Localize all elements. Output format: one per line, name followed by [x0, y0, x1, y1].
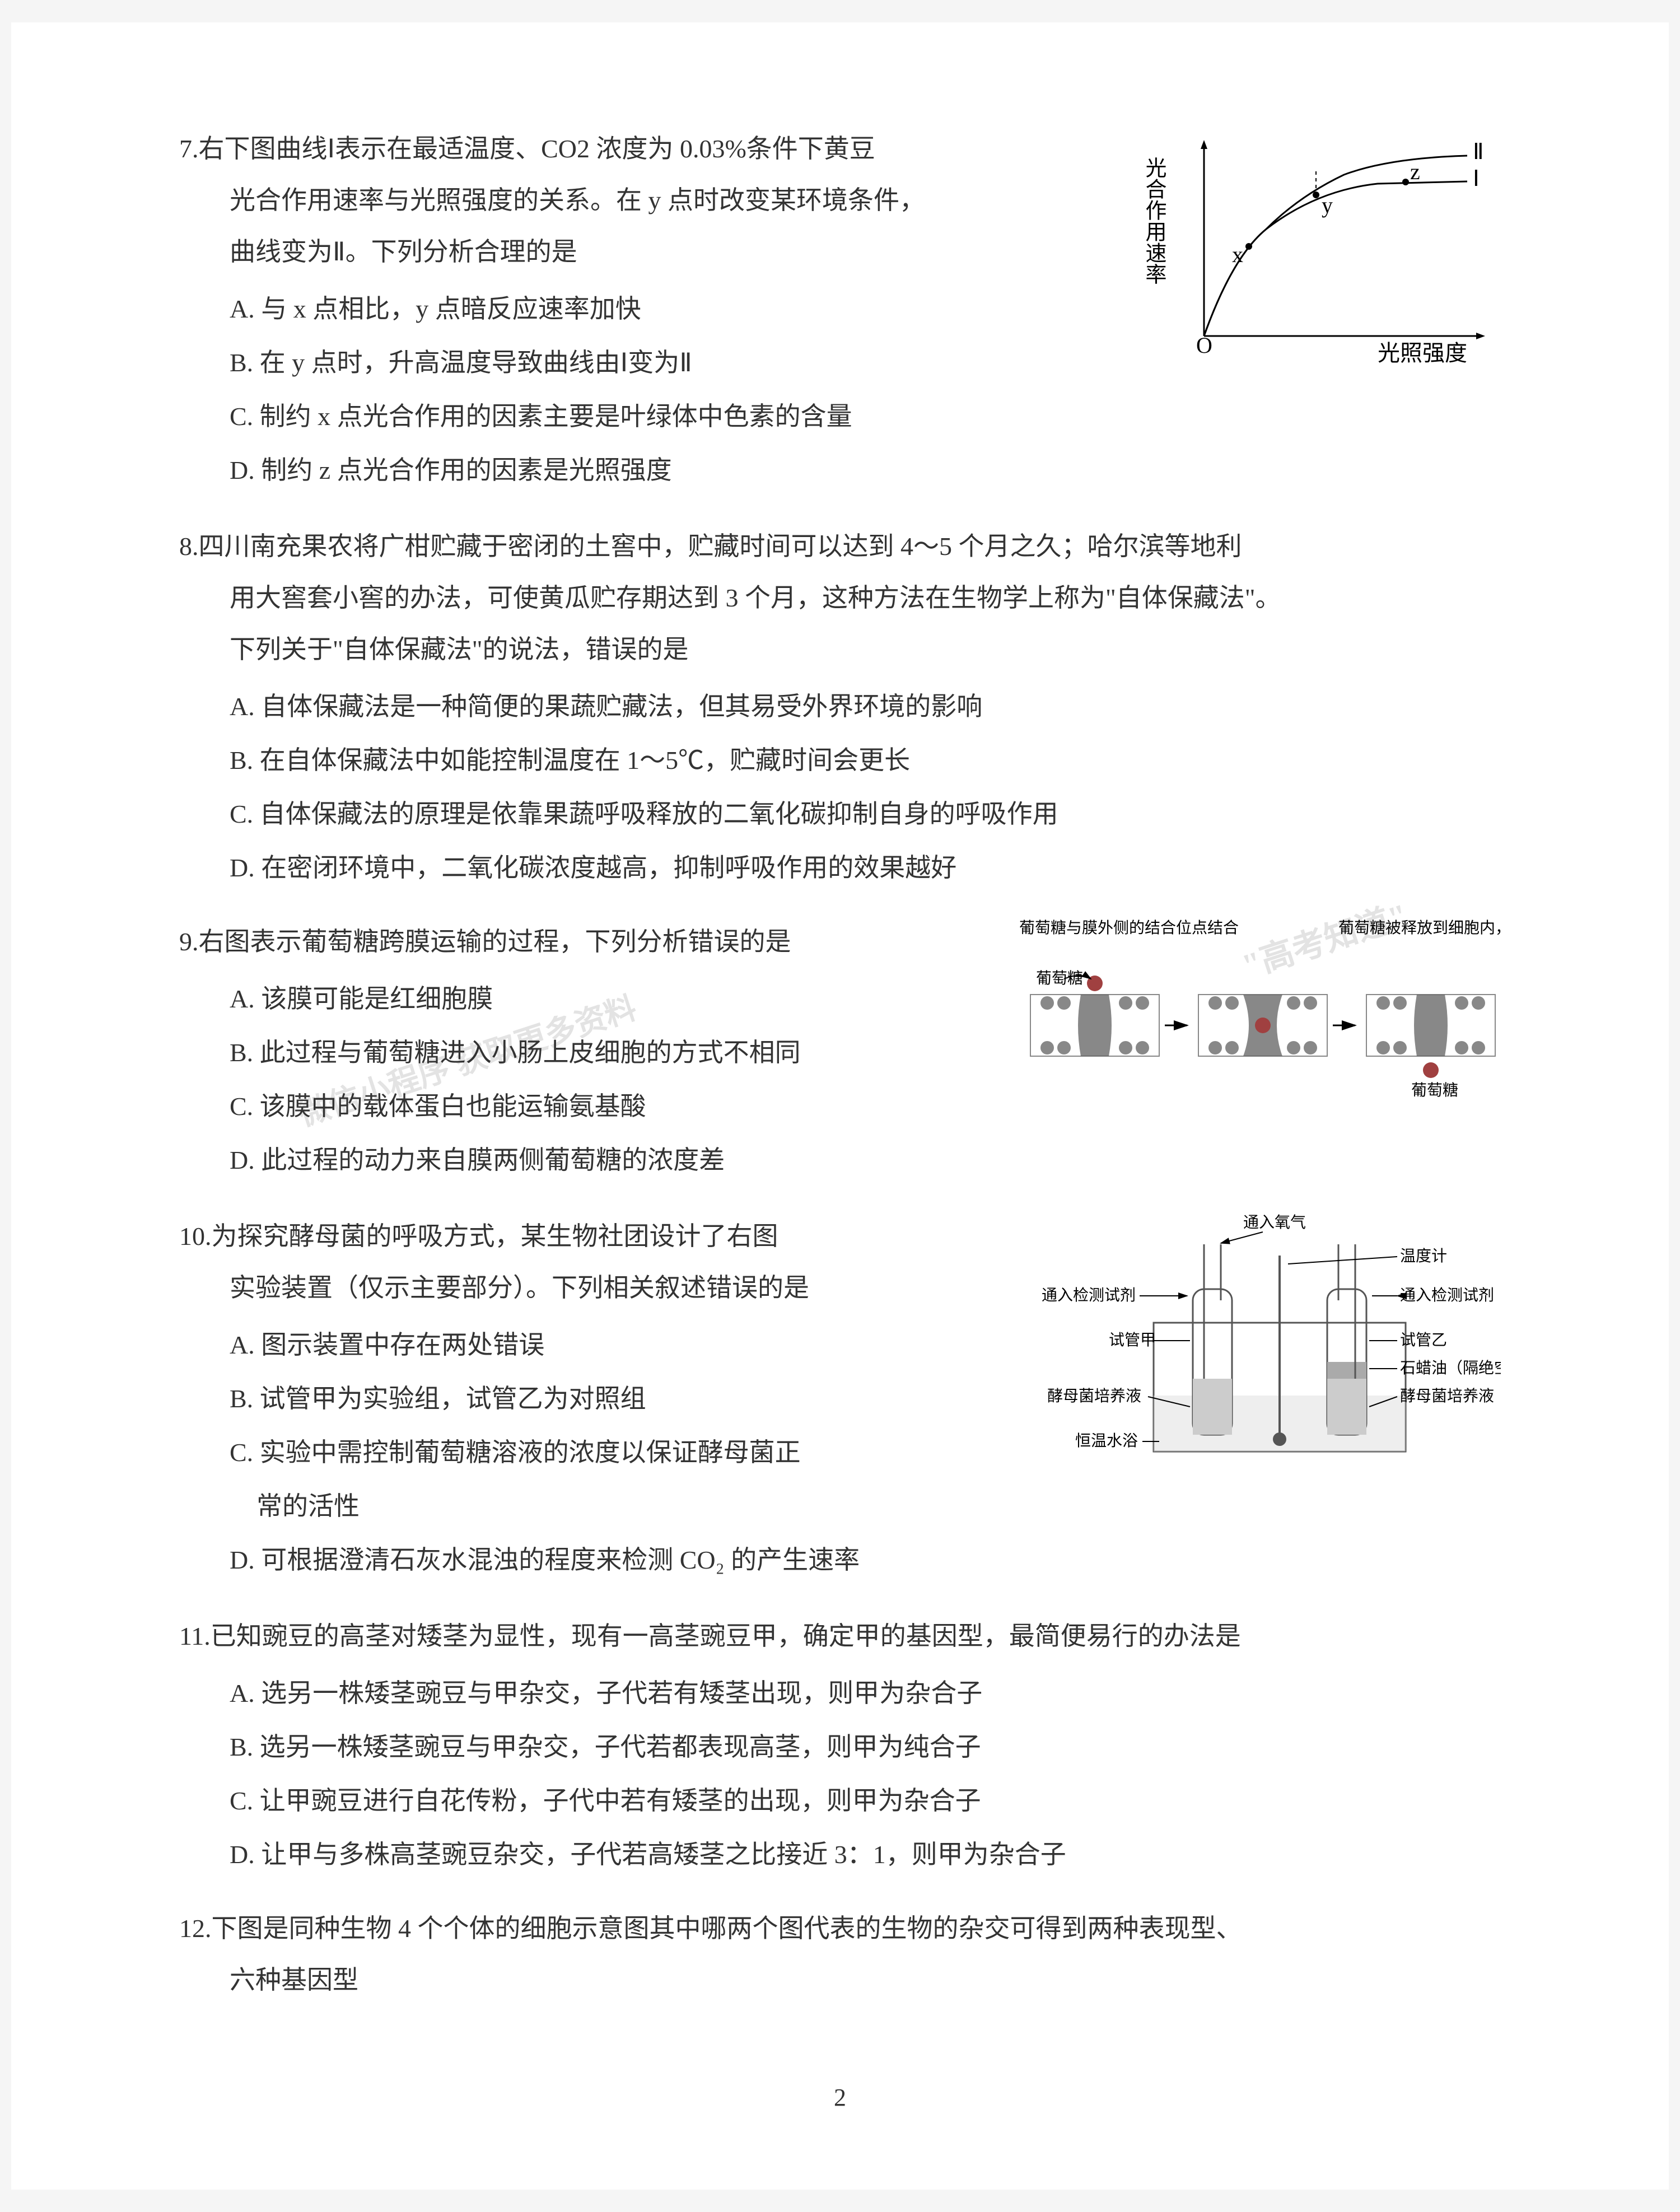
curve-II-label: Ⅱ: [1473, 139, 1484, 164]
q8-option-a: A. 自体保藏法是一种简便的果蔬贮藏法，但其易受外界环境的影响: [230, 681, 1501, 732]
q7-chart: x y z Ⅱ Ⅰ O 光照强度 光合作用速率: [1142, 123, 1501, 387]
label-yeast-left: 酵母菌培养液: [1047, 1387, 1141, 1405]
label-oxygen: 通入氧气: [1243, 1214, 1306, 1231]
question-9: 葡萄糖与膜外侧的结合位点结合 葡萄糖被释放到细胞内，运输蛋白恢复原来构型 葡萄糖…: [179, 916, 1501, 1188]
page-number: 2: [179, 2073, 1501, 2122]
label-glucose2: 葡萄糖: [1411, 1081, 1458, 1099]
x-axis-label: 光照强度: [1378, 340, 1467, 366]
q7-stem-l1: 右下图曲线Ⅰ表示在最适温度、CO2 浓度为 0.03%条件下黄豆: [199, 134, 875, 163]
question-11: 11.已知豌豆的高茎对矮茎为显性，现有一高茎豌豆甲，确定甲的基因型，最简便易行的…: [179, 1611, 1501, 1880]
label-paraffin: 石蜡油（隔绝空气）: [1400, 1359, 1501, 1377]
q8-stem-l1: 四川南充果农将广柑贮藏于密闭的土窖中，贮藏时间可以达到 4～5 个月之久；哈尔滨…: [199, 532, 1242, 561]
q9-figure: 葡萄糖与膜外侧的结合位点结合 葡萄糖被释放到细胞内，运输蛋白恢复原来构型 葡萄糖…: [1019, 916, 1501, 1135]
label-thermometer: 温度计: [1400, 1247, 1447, 1265]
q8-options: A. 自体保藏法是一种简便的果蔬贮藏法，但其易受外界环境的影响 B. 在自体保藏…: [179, 681, 1501, 894]
membrane-state-2: [1198, 995, 1327, 1056]
q8-option-c: C. 自体保藏法的原理是依靠果蔬呼吸释放的二氧化碳抑制自身的呼吸作用: [230, 788, 1501, 840]
q9-stem-l1: 右图表示葡萄糖跨膜运输的过程，下列分析错误的是: [199, 927, 791, 956]
q7-option-c: C. 制约 x 点光合作用的因素主要是叶绿体中色素的含量: [230, 391, 1501, 442]
q11-option-a: A. 选另一株矮茎豌豆与甲杂交，子代若有矮茎出现，则甲为杂合子: [230, 1668, 1501, 1719]
q11-stem: 11.已知豌豆的高茎对矮茎为显性，现有一高茎豌豆甲，确定甲的基因型，最简便易行的…: [179, 1611, 1501, 1662]
exam-page: "高考知道" 微信小程序 获取更多资料 x y z: [11, 22, 1669, 2190]
label-water-bath: 恒温水浴: [1075, 1432, 1138, 1450]
point-y-label: y: [1322, 193, 1333, 218]
y-axis-label: 光合作用速率: [1142, 157, 1166, 284]
q8-number: 8.: [179, 532, 199, 561]
q11-number: 11.: [179, 1622, 211, 1650]
q8-stem: 8.四川南充果农将广柑贮藏于密闭的土窖中，贮藏时间可以达到 4～5 个月之久；哈…: [179, 521, 1501, 675]
membrane-state-1: [1030, 976, 1159, 1056]
label-glucose: 葡萄糖: [1036, 969, 1083, 987]
photosynthesis-chart: x y z Ⅱ Ⅰ O 光照强度 光合作用速率: [1142, 123, 1501, 370]
q8-stem-l3: 下列关于"自体保藏法"的说法，错误的是: [179, 624, 1501, 675]
question-7: x y z Ⅱ Ⅰ O 光照强度 光合作用速率 7.右下图曲线Ⅰ表示在最适温度、…: [179, 123, 1501, 498]
q9-option-d: D. 此过程的动力来自膜两侧葡萄糖的浓度差: [230, 1135, 1501, 1186]
q12-number: 12.: [179, 1914, 212, 1943]
q12-stem: 12.下图是同种生物 4 个个体的细胞示意图其中哪两个图代表的生物的杂交可得到两…: [179, 1903, 1501, 2006]
label-tube-yi: 试管乙: [1400, 1331, 1447, 1349]
label-yeast-right: 酵母菌培养液: [1400, 1387, 1494, 1405]
curve-I-label: Ⅰ: [1473, 166, 1480, 191]
membrane-state-3: [1366, 995, 1495, 1078]
point-z-label: z: [1410, 159, 1420, 184]
point-x-label: x: [1232, 242, 1243, 267]
label-release: 葡萄糖被释放到细胞内，运输蛋白恢复原来构型: [1338, 919, 1501, 937]
q10-stem-l1: 为探究酵母菌的呼吸方式，某生物社团设计了右图: [212, 1222, 778, 1250]
q11-options: A. 选另一株矮茎豌豆与甲杂交，子代若有矮茎出现，则甲为杂合子 B. 选另一株矮…: [179, 1668, 1501, 1880]
q11-stem-l1: 已知豌豆的高茎对矮茎为显性，现有一高茎豌豆甲，确定甲的基因型，最简便易行的办法是: [211, 1622, 1241, 1650]
label-detect-right: 通入检测试剂: [1400, 1286, 1494, 1304]
question-8: 8.四川南充果农将广柑贮藏于密闭的土窖中，贮藏时间可以达到 4～5 个月之久；哈…: [179, 521, 1501, 894]
membrane-transport-diagram: 葡萄糖与膜外侧的结合位点结合 葡萄糖被释放到细胞内，运输蛋白恢复原来构型 葡萄糖…: [1019, 916, 1501, 1118]
q11-option-c: C. 让甲豌豆进行自花传粉，子代中若有矮茎的出现，则甲为杂合子: [230, 1775, 1501, 1827]
label-bind-site: 葡萄糖与膜外侧的结合位点结合: [1019, 919, 1239, 937]
q9-number: 9.: [179, 927, 199, 956]
label-detect-left: 通入检测试剂: [1042, 1286, 1136, 1304]
q8-option-b: B. 在自体保藏法中如能控制温度在 1～5℃，贮藏时间会更长: [230, 735, 1501, 786]
q8-option-d: D. 在密闭环境中，二氧化碳浓度越高，抑制呼吸作用的效果越好: [230, 842, 1501, 894]
q7-number: 7.: [179, 134, 199, 163]
question-10: 通入氧气 温度计 通入检测试剂 通入检测试剂 试管甲 试管乙 石蜡油（隔绝空气）…: [179, 1211, 1501, 1588]
label-tube-jia: 试管甲: [1109, 1331, 1156, 1349]
q10-option-d: D. 可根据澄清石灰水混浊的程度来检测 CO₂ 的产生速率: [230, 1534, 1501, 1586]
q7-option-d: D. 制约 z 点光合作用的因素是光照强度: [230, 445, 1501, 496]
origin-label: O: [1196, 333, 1212, 358]
q8-stem-l2: 用大窖套小窖的办法，可使黄瓜贮存期达到 3 个月，这种方法在生物学上称为"自体保…: [179, 572, 1501, 624]
q12-stem-l1: 下图是同种生物 4 个个体的细胞示意图其中哪两个图代表的生物的杂交可得到两种表现…: [212, 1914, 1242, 1943]
question-12: 12.下图是同种生物 4 个个体的细胞示意图其中哪两个图代表的生物的杂交可得到两…: [179, 1903, 1501, 2006]
yeast-respiration-apparatus: 通入氧气 温度计 通入检测试剂 通入检测试剂 试管甲 试管乙 石蜡油（隔绝空气）…: [1042, 1211, 1501, 1480]
q12-stem-l2: 六种基因型: [179, 1954, 1501, 2006]
q11-option-b: B. 选另一株矮茎豌豆与甲杂交，子代若都表现高茎，则甲为纯合子: [230, 1721, 1501, 1773]
q10-figure: 通入氧气 温度计 通入检测试剂 通入检测试剂 试管甲 试管乙 石蜡油（隔绝空气）…: [1042, 1211, 1501, 1497]
q10-number: 10.: [179, 1222, 212, 1250]
q11-option-d: D. 让甲与多株高茎豌豆杂交，子代若高矮茎之比接近 3：1，则甲为杂合子: [230, 1829, 1501, 1880]
